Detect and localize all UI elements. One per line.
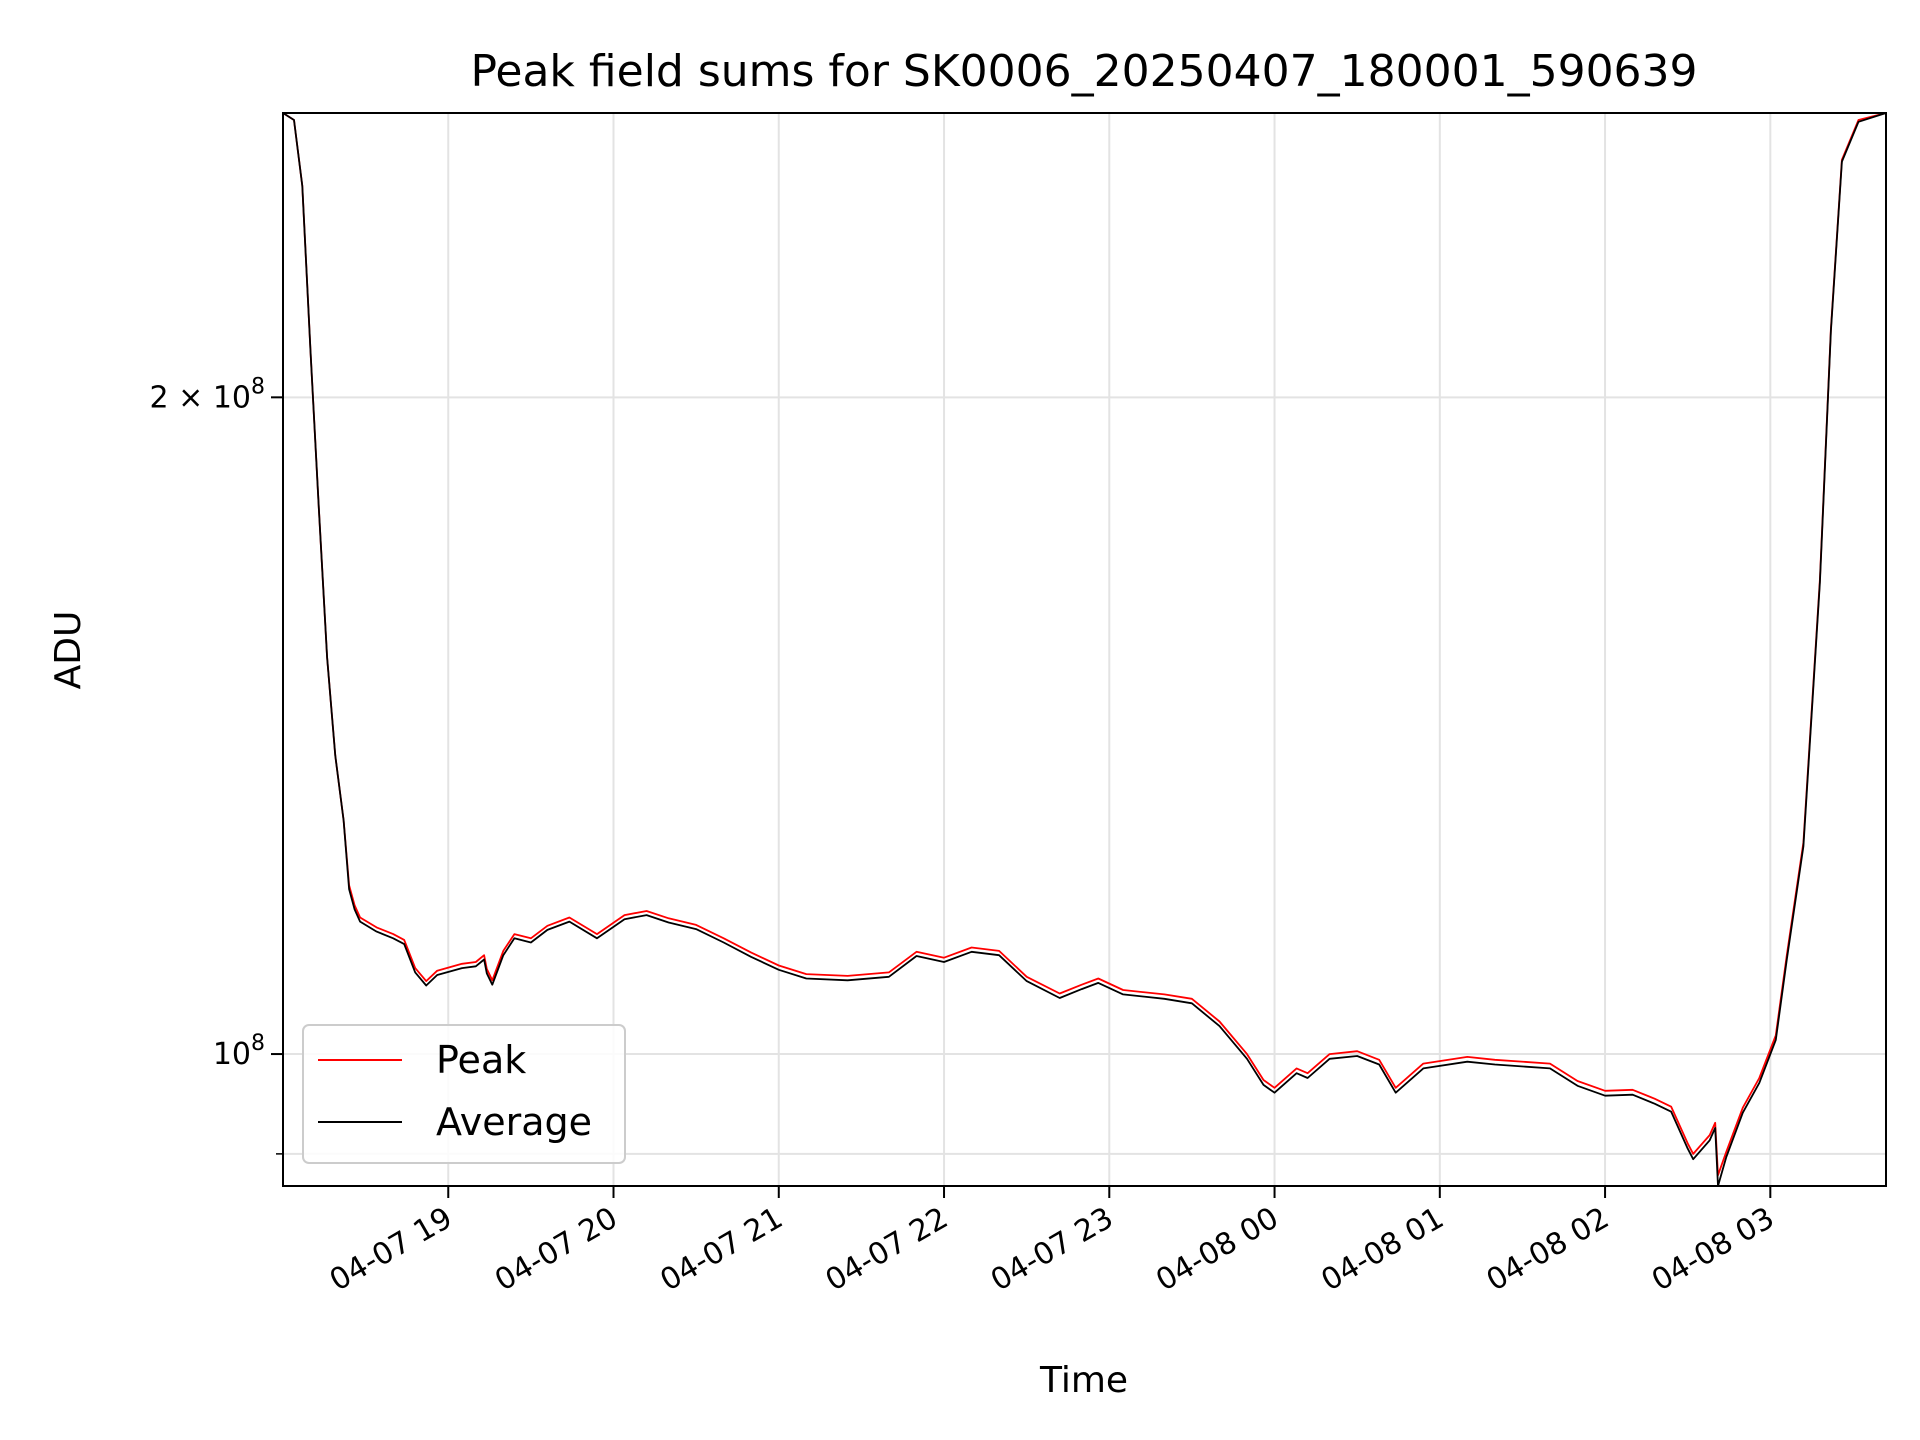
x-axis-label: Time: [1039, 1360, 1128, 1401]
y-tick-base: 10: [213, 380, 251, 415]
y-tick-base: 10: [213, 1037, 251, 1072]
series-layer: [282, 112, 1887, 1187]
y-tick-label: 108: [213, 1031, 265, 1072]
legend: Peak Average: [302, 1024, 626, 1164]
plot-frame: [282, 112, 1887, 1187]
y-axis-label: ADU: [48, 611, 89, 690]
legend-label-average: Average: [436, 1100, 592, 1144]
legend-label-peak: Peak: [436, 1038, 526, 1082]
series-line-average: [282, 112, 1887, 1187]
y-tick-label: 2 × 108: [150, 374, 266, 415]
chart-title: Peak field sums for SK0006_20250407_1800…: [470, 46, 1697, 97]
series-line-peak: [282, 112, 1887, 1177]
y-tick-exponent: 8: [251, 374, 265, 399]
y-tick-mantissa: 2: [150, 380, 169, 415]
y-tick-exponent: 8: [251, 1031, 265, 1056]
